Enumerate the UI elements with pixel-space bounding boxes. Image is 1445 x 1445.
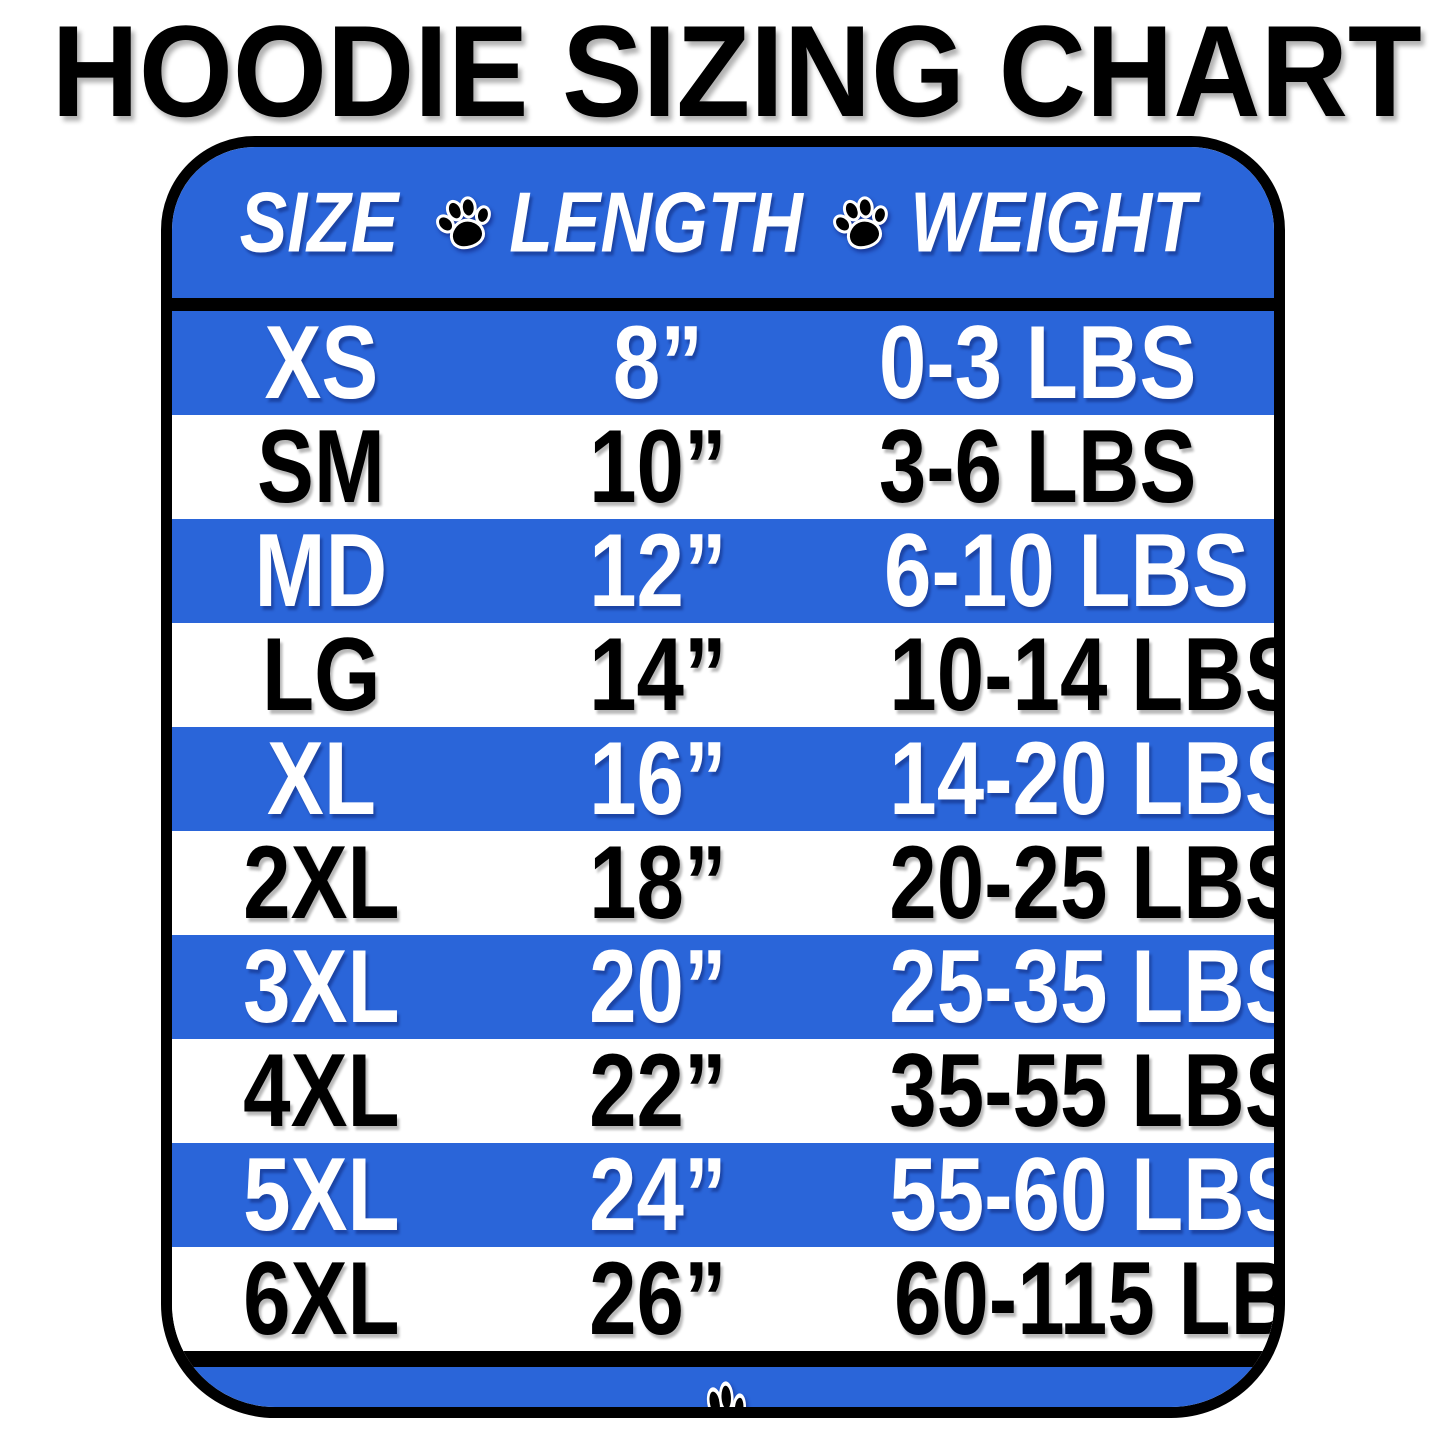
size-cell: 5XL (172, 1143, 472, 1247)
page-title: HOODIE SIZING CHART (51, 0, 1422, 144)
size-cell: LG (172, 623, 472, 727)
size-column-header: SIZE (239, 175, 399, 270)
paw-icon (435, 195, 491, 249)
paw-icon (706, 1380, 746, 1407)
size-value: SM (257, 409, 386, 525)
weight-cell: 55-60 LBS (844, 1143, 1274, 1247)
size-cell: 3XL (172, 935, 472, 1039)
footer-separator (171, 1351, 1274, 1367)
header-separator (171, 298, 1274, 311)
weight-value: 20-25 LBS (888, 825, 1285, 941)
table-row: XL 16” 14-20 LBS (171, 727, 1274, 831)
weight-value: 6-10 LBS (883, 513, 1249, 629)
weight-cell: 3-6 LBS (844, 415, 1230, 519)
table-row: 6XL 26” 60-115 LBS (171, 1247, 1274, 1351)
length-cell: 20” (471, 935, 843, 1039)
size-cell: 2XL (172, 831, 472, 935)
length-value: 22” (588, 1033, 727, 1149)
weight-cell: 25-35 LBS (844, 935, 1274, 1039)
sizing-table: SIZE LENGTH (160, 136, 1285, 1418)
table-row: XS 8” 0-3 LBS (171, 311, 1274, 415)
weight-cell: 60-115 LBS (844, 1247, 1274, 1351)
table-body: XS 8” 0-3 LBS SM 10” 3-6 LBS MD 12” 6-10… (171, 311, 1274, 1351)
table-row: LG 14” 10-14 LBS (171, 623, 1274, 727)
length-value: 10” (588, 409, 727, 525)
length-column-header: LENGTH (509, 175, 804, 270)
table-row: 4XL 22” 35-55 LBS (171, 1039, 1274, 1143)
size-value: XS (264, 305, 379, 421)
size-value: XL (266, 721, 376, 837)
size-value: 5XL (243, 1137, 400, 1253)
length-cell: 8” (471, 311, 843, 415)
weight-value: 35-55 LBS (888, 1033, 1285, 1149)
length-cell: 12” (471, 519, 843, 623)
weight-value: 55-60 LBS (888, 1137, 1285, 1253)
table-footer (171, 1367, 1274, 1407)
weight-cell: 35-55 LBS (844, 1039, 1274, 1143)
weight-cell: 6-10 LBS (844, 519, 1249, 623)
length-value: 12” (588, 513, 727, 629)
length-cell: 10” (471, 415, 843, 519)
length-value: 20” (588, 929, 727, 1045)
size-value: 4XL (243, 1033, 400, 1149)
table-row: MD 12” 6-10 LBS (171, 519, 1274, 623)
weight-value: 14-20 LBS (888, 721, 1285, 837)
weight-cell: 0-3 LBS (844, 311, 1230, 415)
length-value: 26” (588, 1241, 727, 1357)
size-cell: XS (172, 311, 472, 415)
length-value: 8” (612, 305, 703, 421)
page-title-wrap: HOODIE SIZING CHART (0, 0, 1445, 136)
size-cell: 4XL (172, 1039, 472, 1143)
size-cell: 6XL (172, 1247, 472, 1351)
length-value: 18” (588, 825, 727, 941)
length-value: 14” (588, 617, 727, 733)
size-cell: MD (172, 519, 472, 623)
size-cell: XL (172, 727, 472, 831)
table-header: SIZE LENGTH (171, 147, 1274, 298)
length-cell: 24” (471, 1143, 843, 1247)
weight-value: 3-6 LBS (878, 409, 1197, 525)
table-row: SM 10” 3-6 LBS (171, 415, 1274, 519)
size-value: 3XL (243, 929, 400, 1045)
weight-value: 25-35 LBS (888, 929, 1285, 1045)
length-cell: 26” (471, 1247, 843, 1351)
length-cell: 18” (471, 831, 843, 935)
weight-value: 10-14 LBS (888, 617, 1285, 733)
weight-value: 0-3 LBS (878, 305, 1197, 421)
length-cell: 22” (471, 1039, 843, 1143)
paw-icon (833, 195, 889, 249)
size-value: 6XL (243, 1241, 400, 1357)
table-row: 3XL 20” 25-35 LBS (171, 935, 1274, 1039)
size-value: LG (262, 617, 381, 733)
size-cell: SM (172, 415, 472, 519)
table-row: 2XL 18” 20-25 LBS (171, 831, 1274, 935)
table-row: 5XL 24” 55-60 LBS (171, 1143, 1274, 1247)
length-cell: 16” (471, 727, 843, 831)
weight-column-header: WEIGHT (910, 175, 1196, 270)
length-value: 24” (588, 1137, 727, 1253)
weight-value: 60-115 LBS (893, 1241, 1274, 1357)
size-value: 2XL (243, 825, 400, 941)
length-value: 16” (588, 721, 727, 837)
length-cell: 14” (471, 623, 843, 727)
weight-cell: 14-20 LBS (844, 727, 1274, 831)
weight-cell: 10-14 LBS (844, 623, 1274, 727)
weight-cell: 20-25 LBS (844, 831, 1274, 935)
size-value: MD (255, 513, 388, 629)
